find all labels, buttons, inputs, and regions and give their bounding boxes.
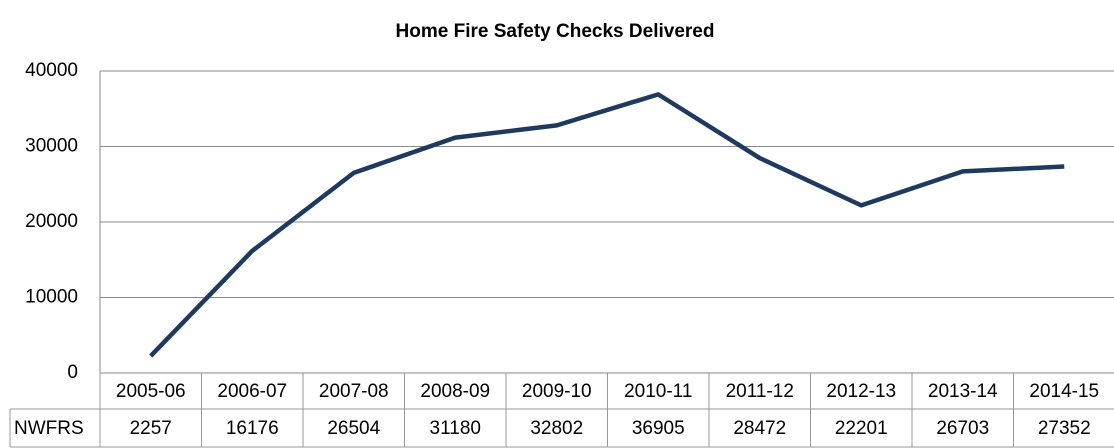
x-tick-label: 2011-12 [726,381,794,402]
x-tick-label: 2009-10 [522,381,592,402]
x-tick-label: 2006-07 [217,381,287,402]
y-tick-label: 0 [67,362,78,383]
y-tick-label: 20000 [25,211,78,232]
x-tick-label: 2012-13 [826,381,896,402]
x-tick-label: 2014-15 [1029,381,1099,402]
table-value: 26504 [327,418,380,439]
table-value: 27352 [1038,418,1091,439]
series-name: NWFRS [14,418,84,439]
y-tick-label: 40000 [25,60,78,81]
chart-title: Home Fire Safety Checks Delivered [396,21,715,42]
table-value: 36905 [632,418,685,439]
x-tick-label: 2013-14 [928,381,998,402]
table-value: 26703 [936,418,989,439]
table-value: 16176 [226,418,279,439]
table-value: 2257 [130,418,172,439]
table-value: 31180 [430,418,481,439]
y-tick-label: 30000 [25,136,78,157]
y-tick-label: 10000 [25,287,78,308]
table-value: 32802 [530,418,583,439]
table-value: 28472 [733,418,786,439]
table-value: 22201 [835,418,888,439]
x-tick-label: 2008-09 [420,381,490,402]
x-tick-label: 2010-11 [624,381,692,402]
line-series [149,92,1065,358]
x-tick-label: 2005-06 [116,381,186,402]
x-tick-label: 2007-08 [319,381,389,402]
